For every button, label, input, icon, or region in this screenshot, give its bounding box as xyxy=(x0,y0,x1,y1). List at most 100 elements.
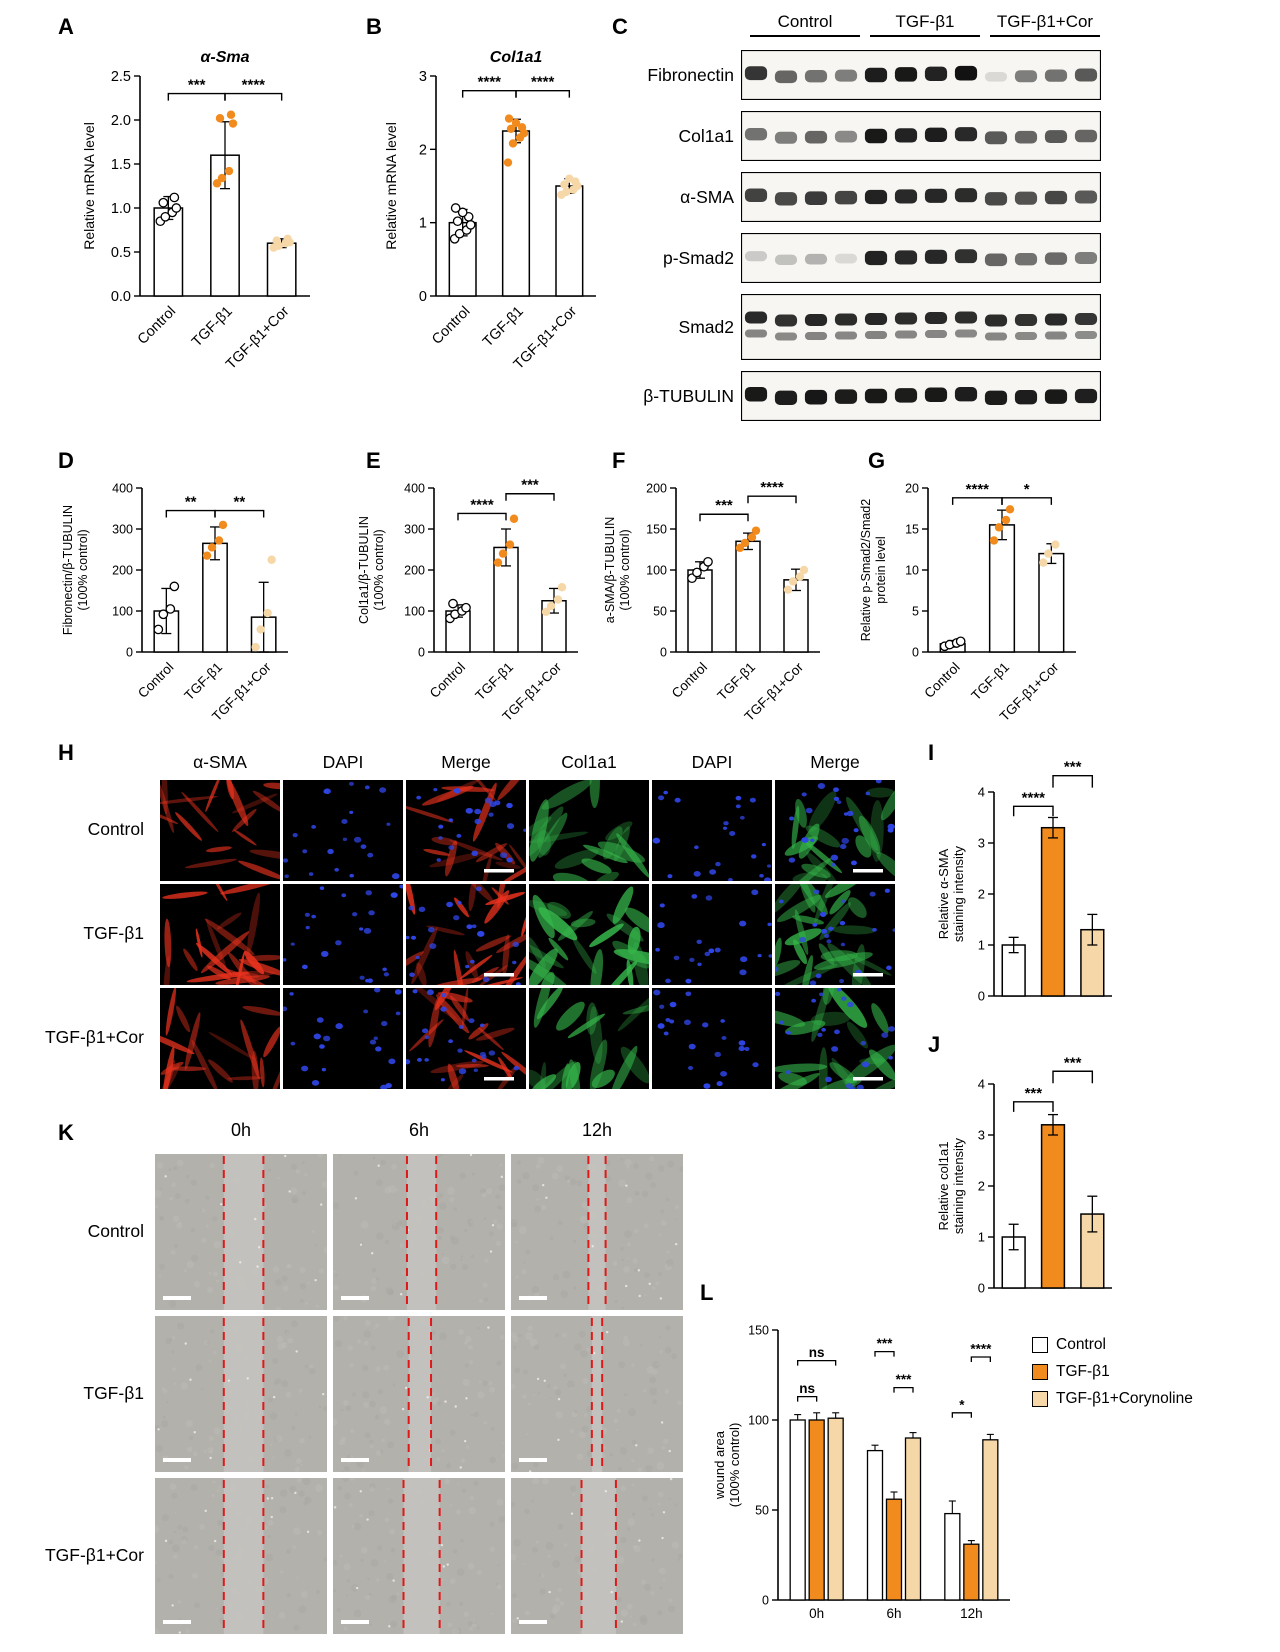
svg-text:1.0: 1.0 xyxy=(111,201,131,217)
svg-text:***: *** xyxy=(1064,759,1082,776)
wound-col-6h: 6h xyxy=(408,1120,430,1140)
wound-cell-TGF-β1+Cor-0h xyxy=(151,1477,328,1637)
svg-text:0: 0 xyxy=(418,645,425,659)
blot-image-α-SMA xyxy=(740,171,1102,223)
blot-svg xyxy=(740,370,1102,422)
wound-cell-TGF-β1+Cor-6h xyxy=(331,1474,506,1636)
chart-L-svg: 0 50 100 150 wound area (100% control) 0h 6h 12h… xyxy=(712,1323,1010,1621)
blot-row-1: Col1a1 xyxy=(613,110,1102,162)
fluorescence-image xyxy=(652,988,772,1089)
svg-text:300: 300 xyxy=(112,522,133,536)
if-row-tgfb1: TGF-β1 xyxy=(83,923,144,943)
if-cell-Control-α-SMA xyxy=(149,765,303,881)
svg-text:2.0: 2.0 xyxy=(111,113,131,129)
svg-text:2: 2 xyxy=(978,1179,985,1194)
svg-text:(100% control): (100% control) xyxy=(727,1423,742,1508)
wound-cell-TGF-β1+Cor-12h xyxy=(509,1477,683,1637)
wound-image xyxy=(330,1313,506,1473)
bar-chart-asma-staining: 0 1 2 3 4 Relative α-SMA staining intensity ***… xyxy=(934,756,1122,1019)
panel-f-label: F xyxy=(612,448,626,473)
fluorescence-image xyxy=(399,763,544,892)
blot-group-tgfb1: TGF-β1 xyxy=(870,12,980,37)
svg-text:1.5: 1.5 xyxy=(111,157,131,173)
legend-label-control: Control xyxy=(1056,1336,1106,1353)
panel-e-label: E xyxy=(366,448,381,473)
if-image-grid xyxy=(143,758,920,1109)
svg-text:0: 0 xyxy=(978,989,985,1004)
svg-text:50: 50 xyxy=(653,604,667,618)
svg-text:***: *** xyxy=(188,77,206,94)
panel-k-label: K xyxy=(58,1120,74,1145)
if-cell-TGF-β1-Merge xyxy=(759,864,898,999)
svg-text:***: *** xyxy=(1064,1054,1082,1071)
svg-text:ns: ns xyxy=(809,1345,825,1360)
svg-text:(100% control): (100% control) xyxy=(76,529,90,610)
if-col-dapi-1: DAPI xyxy=(322,752,364,772)
svg-text:Control: Control xyxy=(669,660,710,701)
grouped-bar-chart-wound-area: 0 50 100 150 wound area (100% control) 0h 6h 12h… xyxy=(708,1296,1020,1651)
wound-image xyxy=(153,1151,331,1313)
blot-group-label: TGF-β1 xyxy=(895,12,955,31)
if-cell-TGF-β1+Cor-DAPI xyxy=(281,987,403,1091)
svg-text:****: **** xyxy=(531,74,555,91)
svg-text:0: 0 xyxy=(126,645,133,659)
svg-text:TGF-β1: TGF-β1 xyxy=(968,660,1012,704)
svg-text:1: 1 xyxy=(419,216,427,232)
svg-text:50: 50 xyxy=(755,1503,769,1517)
wound-image xyxy=(509,1316,683,1473)
blot-image-Fibronectin xyxy=(740,49,1102,101)
legend-swatch-control xyxy=(1032,1337,1048,1353)
if-col-col1a1: Col1a1 xyxy=(561,752,617,772)
legend: Control TGF-β1 TGF-β1+Corynoline xyxy=(1032,1336,1193,1417)
legend-item-tgfb1-corynoline: TGF-β1+Corynoline xyxy=(1032,1390,1193,1408)
svg-text:TGF-β1: TGF-β1 xyxy=(189,304,236,351)
wound-column-headers: 0h 6h 12h xyxy=(155,1120,683,1141)
if-cell-Control-Merge xyxy=(775,778,912,897)
svg-text:(100% control): (100% control) xyxy=(372,529,386,610)
svg-text:150: 150 xyxy=(646,522,667,536)
if-column-headers: α-SMA DAPI Merge Col1a1 DAPI Merge xyxy=(160,752,895,773)
fluorescence-image xyxy=(403,976,548,1095)
svg-text:0.5: 0.5 xyxy=(111,245,131,261)
bar-chart-col1a1-protein: 0 100 200 300 400 Col1a1/β-TUBULIN (100% contr… xyxy=(354,462,590,751)
wound-row-control: Control xyxy=(87,1221,144,1241)
fluorescence-image xyxy=(392,861,537,1013)
fluorescence-image xyxy=(281,987,403,1091)
chart-I-svg: 0 1 2 3 4 Relative α-SMA staining intensity ***… xyxy=(936,759,1112,1004)
if-cell-Control-Col1a1 xyxy=(517,758,650,890)
svg-text:***: *** xyxy=(877,1336,894,1351)
svg-text:10: 10 xyxy=(905,563,919,577)
fluorescence-image xyxy=(524,971,675,1100)
svg-text:a-SMA/β-TUBULIN: a-SMA/β-TUBULIN xyxy=(603,517,617,624)
blot-svg xyxy=(740,110,1102,162)
fluorescence-image xyxy=(517,758,650,890)
bar-chart-col1a1-staining: 0 1 2 3 4 Relative col1a1 staining intensity **… xyxy=(934,1048,1122,1311)
fluorescence-image xyxy=(143,986,288,1106)
fluorescence-image xyxy=(282,780,403,881)
svg-text:200: 200 xyxy=(112,563,133,577)
blot-row-label: Smad2 xyxy=(678,316,734,337)
wound-image xyxy=(153,1316,329,1472)
chart-D-svg: 0 100 200 300 400 Fibronectin/β-TUBULIN (100% … xyxy=(61,481,288,724)
svg-text:**: ** xyxy=(185,494,197,511)
wound-image xyxy=(509,1154,685,1310)
wound-cell-TGF-β1-6h xyxy=(330,1313,506,1473)
svg-text:200: 200 xyxy=(404,563,425,577)
if-cell-TGF-β1-Merge xyxy=(392,861,537,1013)
svg-text:Control: Control xyxy=(135,304,179,348)
svg-text:**: ** xyxy=(233,494,245,511)
blot-image-Col1a1 xyxy=(740,110,1102,162)
svg-text:100: 100 xyxy=(646,563,667,577)
if-col-merge-1: Merge xyxy=(441,752,491,772)
panel-b-label: B xyxy=(366,14,382,39)
svg-text:12h: 12h xyxy=(960,1606,983,1621)
svg-text:4: 4 xyxy=(978,785,985,800)
svg-text:0: 0 xyxy=(912,645,919,659)
svg-text:staining intensity: staining intensity xyxy=(951,845,966,942)
blot-row-label: Col1a1 xyxy=(678,125,734,146)
svg-text:protein level: protein level xyxy=(874,536,888,603)
legend-label-tgfb1-corynoline: TGF-β1+Corynoline xyxy=(1056,1390,1193,1407)
blot-image-p-Smad2 xyxy=(740,232,1102,284)
legend-swatch-tgfb1-corynoline xyxy=(1032,1391,1048,1407)
bar-chart-psmad2-smad2: 0 5 10 15 20 Relative p-Smad2/Smad2 protein le… xyxy=(856,462,1088,751)
